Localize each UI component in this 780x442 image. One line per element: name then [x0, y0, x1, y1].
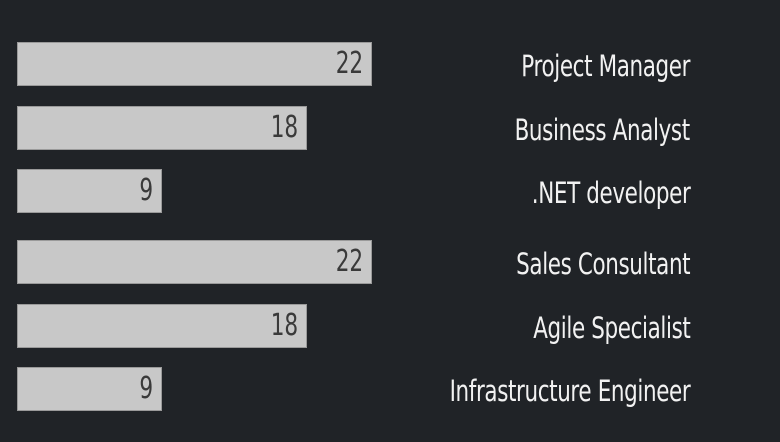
category-label: Sales Consultant — [515, 247, 690, 281]
category-label: Agile Specialist — [532, 311, 691, 345]
category-label: Project Manager — [521, 49, 690, 83]
bar-value-label: 9 — [139, 371, 153, 406]
bar: 22 — [17, 42, 372, 86]
bar-value-label: 18 — [270, 308, 298, 343]
bar-value-label: 22 — [335, 46, 363, 81]
bar: 18 — [17, 304, 307, 348]
category-label: Business Analyst — [514, 113, 691, 147]
bar: 18 — [17, 106, 307, 150]
bar-value-label: 9 — [139, 173, 153, 208]
bar: 9 — [17, 367, 162, 411]
bar: 9 — [17, 169, 162, 213]
bar-value-label: 18 — [270, 110, 298, 145]
bar: 22 — [17, 240, 372, 284]
category-label: .NET developer — [531, 176, 690, 210]
category-label: Infrastructure Engineer — [449, 374, 690, 408]
bar-value-label: 22 — [335, 244, 363, 279]
